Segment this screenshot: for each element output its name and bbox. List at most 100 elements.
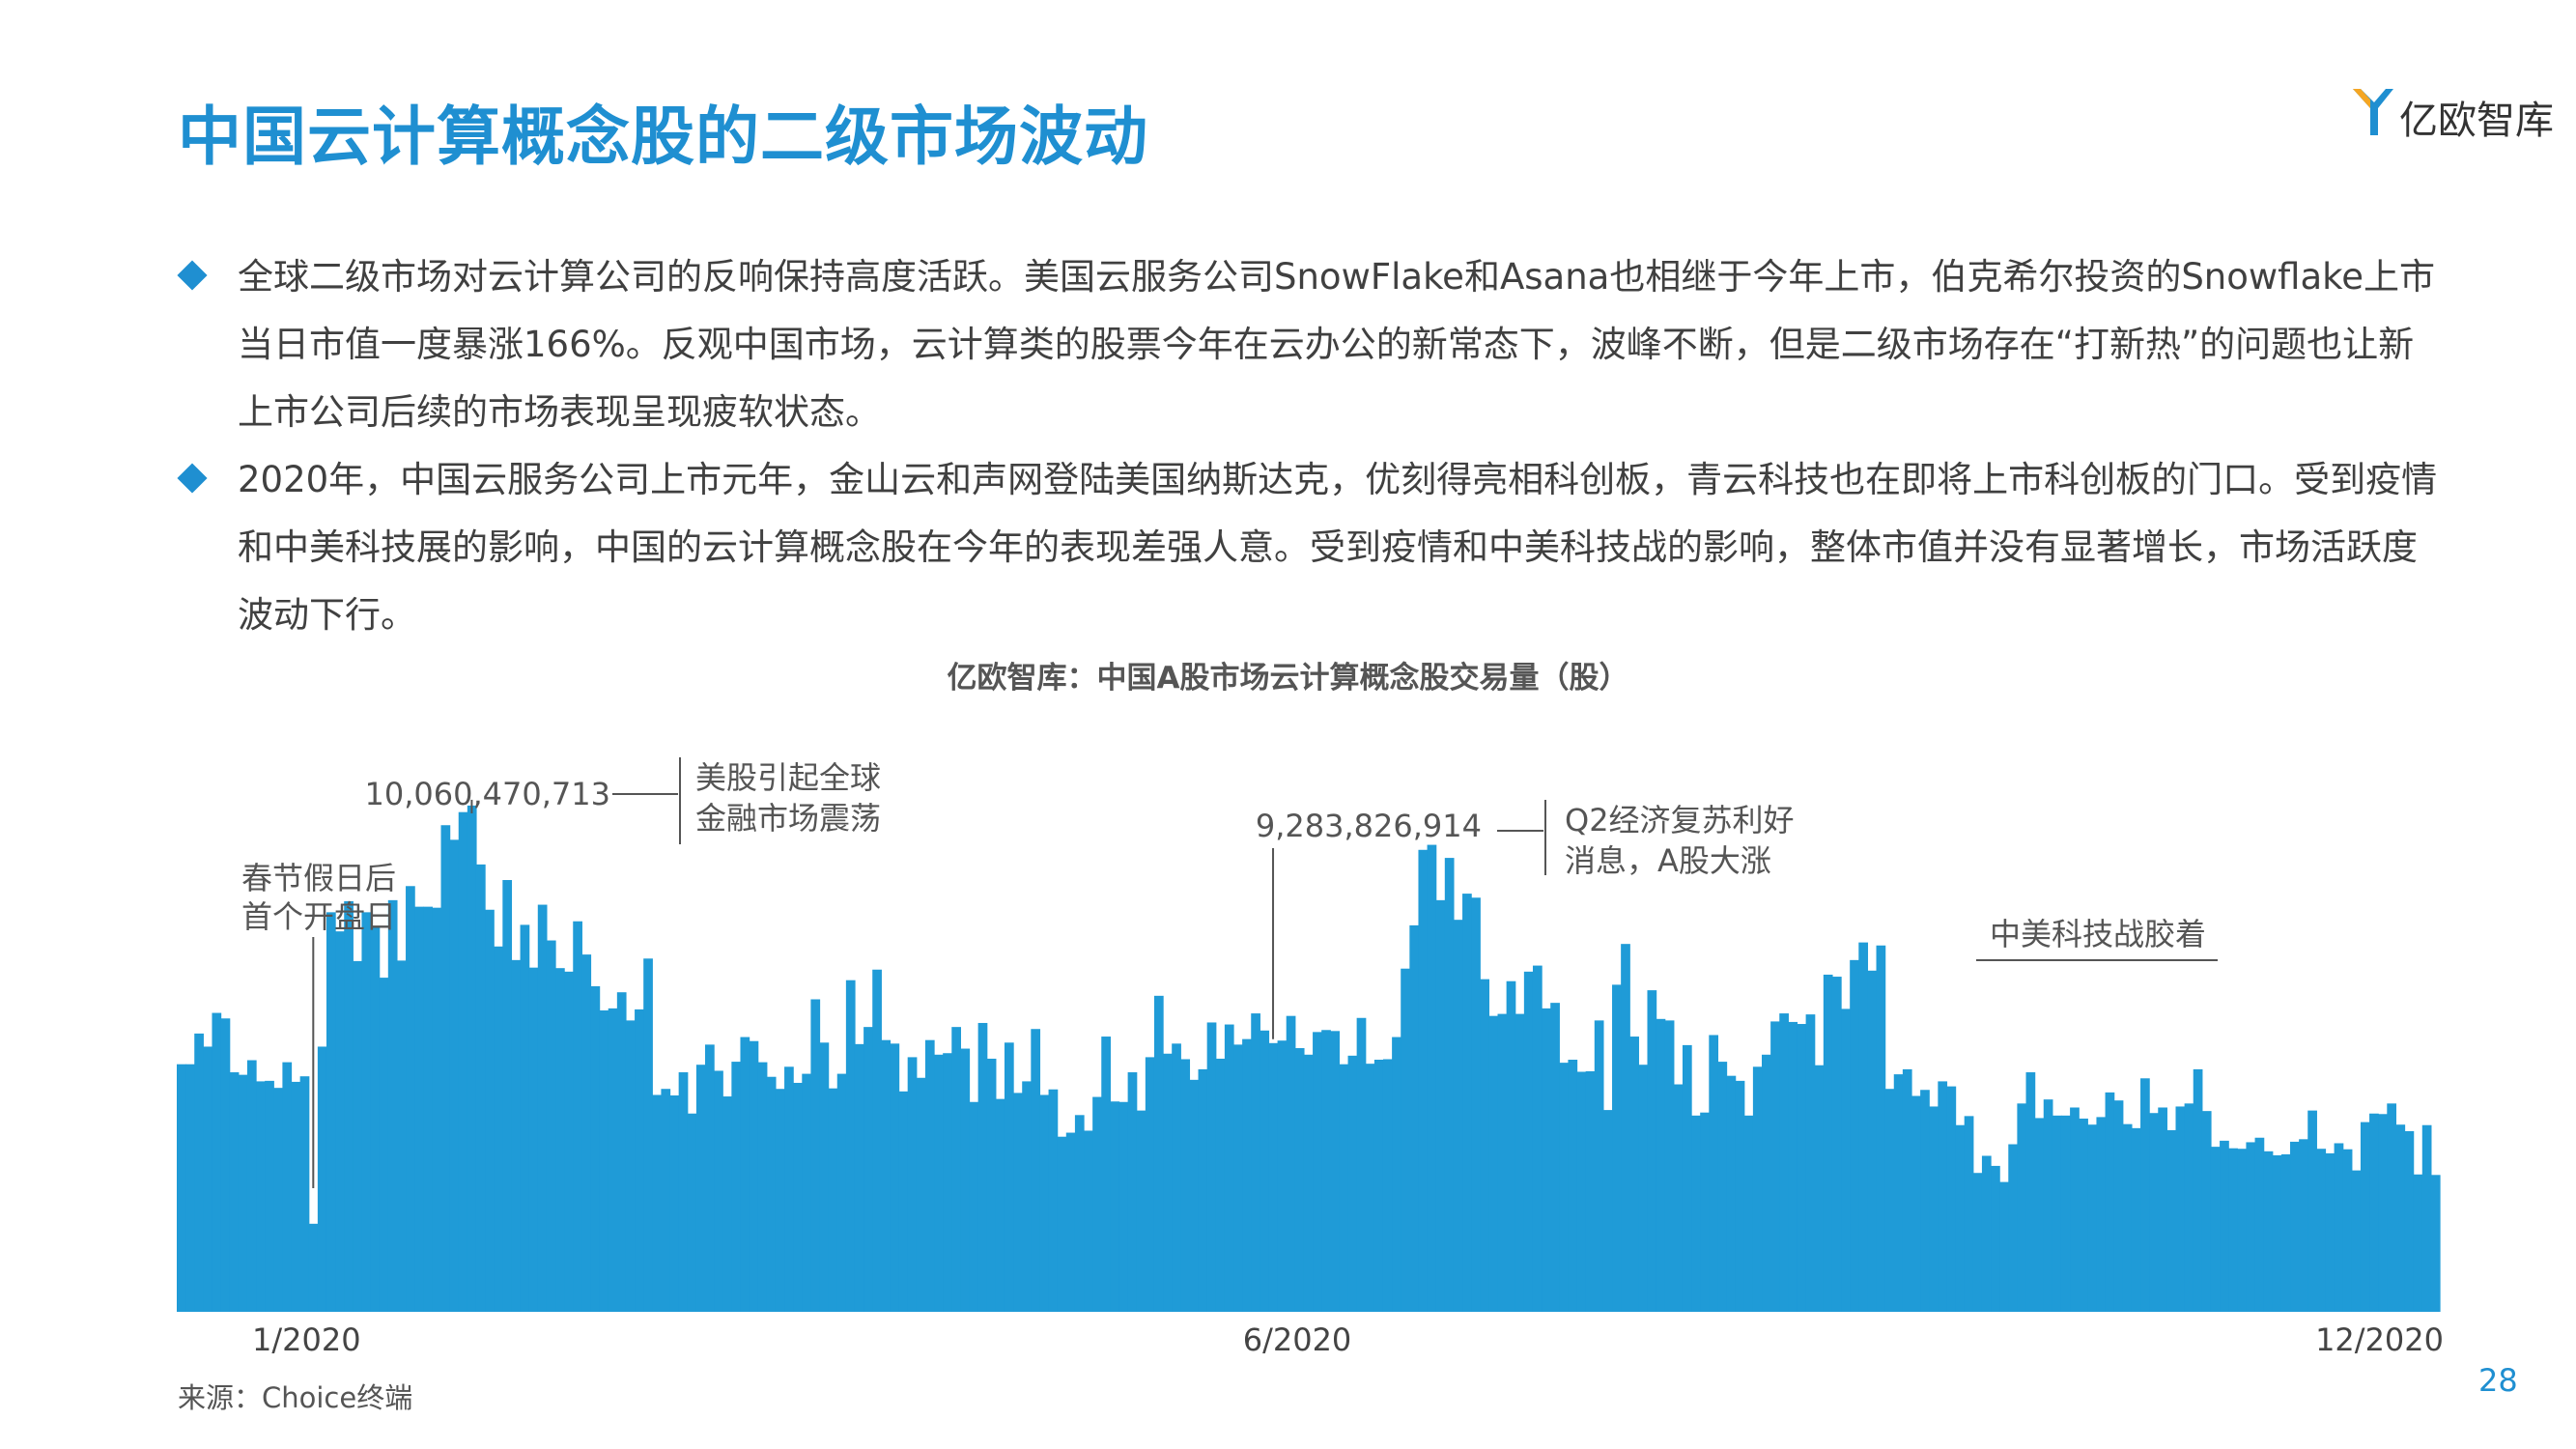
volume-bar — [1049, 1090, 1059, 1312]
volume-bar — [590, 986, 600, 1312]
volume-bar — [1999, 1182, 2009, 1312]
volume-bar — [1638, 1065, 1648, 1312]
volume-bar — [397, 960, 407, 1312]
volume-bar — [2343, 1150, 2353, 1312]
volume-bar — [2405, 1131, 2415, 1312]
volume-bar — [2194, 1069, 2203, 1312]
volume-bar — [2335, 1143, 2344, 1312]
volume-bar — [943, 1053, 952, 1312]
volume-bar — [863, 1027, 873, 1312]
volume-bar — [1454, 920, 1463, 1312]
volume-bar — [1929, 1106, 1939, 1312]
volume-bar — [344, 901, 354, 1312]
volume-bar — [600, 1010, 609, 1312]
volume-bar — [1278, 1040, 1288, 1312]
volume-bar — [1965, 1116, 1974, 1312]
volume-bar — [1013, 1093, 1023, 1312]
volume-bar — [776, 1089, 785, 1312]
volume-bar — [300, 1076, 310, 1312]
volume-bar — [1137, 1111, 1146, 1312]
volume-bar — [661, 1089, 670, 1312]
volume-bar — [547, 941, 556, 1312]
volume-bar — [1172, 1043, 1181, 1312]
volume-bar — [2176, 1106, 2186, 1312]
volume-bar — [441, 825, 451, 1312]
x-tick-label: 12/2020 — [2315, 1321, 2444, 1358]
volume-bar — [494, 947, 503, 1312]
volume-bar — [1313, 1032, 1322, 1312]
volume-bar — [1841, 1009, 1851, 1312]
volume-bar — [1418, 850, 1428, 1312]
volume-bar — [2307, 1111, 2317, 1312]
page-number: 28 — [2478, 1362, 2518, 1399]
volume-bar — [714, 1070, 723, 1312]
volume-bar — [1092, 1097, 1102, 1312]
volume-bar — [960, 1049, 970, 1312]
volume-bar — [2264, 1151, 2274, 1312]
volume-bar — [2290, 1142, 2300, 1312]
volume-bar — [1550, 1003, 1560, 1312]
volume-bar — [705, 1044, 715, 1312]
volume-bar — [485, 910, 495, 1312]
volume-bar — [1877, 946, 1886, 1312]
volume-bar — [1058, 1137, 1067, 1312]
volume-bar — [1330, 1031, 1340, 1312]
volume-bar — [890, 1043, 899, 1312]
volume-bar — [2044, 1099, 2053, 1312]
volume-bar — [635, 1009, 644, 1312]
volume-bar — [2035, 1118, 2045, 1312]
volume-bar — [1903, 1069, 1912, 1312]
volume-bar — [564, 972, 574, 1312]
volume-bar — [758, 1063, 768, 1312]
volume-bar — [2246, 1142, 2255, 1312]
annotation-text: 首个开盘日 — [241, 898, 396, 935]
volume-bar — [1850, 960, 1859, 1312]
volume-bar — [502, 880, 512, 1312]
volume-bar — [802, 1074, 811, 1312]
volume-bar — [1568, 1060, 1577, 1312]
annotation-text: Q2经济复苏利好 — [1565, 802, 1795, 838]
volume-bar — [609, 1009, 618, 1312]
volume-bar — [2352, 1171, 2362, 1312]
volume-bar — [318, 1046, 327, 1312]
volume-bar — [1366, 1064, 1375, 1312]
volume-bar — [1595, 1020, 1604, 1312]
volume-bar — [273, 1088, 283, 1312]
volume-bar — [2087, 1124, 2097, 1312]
volume-bar — [1647, 990, 1656, 1312]
volume-bar — [820, 1042, 830, 1312]
volume-bar — [371, 927, 381, 1312]
volume-bar — [1268, 1043, 1278, 1312]
volume-bar — [1480, 980, 1489, 1312]
volume-bar — [1409, 925, 1419, 1312]
volume-bar — [688, 1114, 697, 1312]
volume-bar — [1348, 1056, 1358, 1312]
volume-bar — [423, 907, 433, 1312]
volume-bar — [1956, 1125, 1966, 1312]
volume-bar — [925, 1040, 935, 1312]
volume-bar — [459, 812, 468, 1312]
volume-bar — [361, 912, 371, 1312]
volume-bar — [1982, 1156, 1992, 1313]
volume-bar — [1867, 971, 1877, 1312]
volume-bar — [1709, 1035, 1718, 1312]
volume-bar — [203, 1046, 212, 1312]
volume-bar — [696, 1065, 706, 1312]
volume-bar — [1920, 1090, 1930, 1312]
volume-bar — [2070, 1107, 2080, 1312]
volume-bar — [872, 970, 882, 1312]
volume-bar — [1207, 1022, 1217, 1312]
volume-bar — [1577, 1072, 1587, 1312]
volume-bar — [326, 912, 336, 1312]
volume-bar — [1824, 975, 1833, 1312]
volume-bar — [978, 1023, 988, 1312]
x-tick-label: 1/2020 — [252, 1321, 361, 1358]
volume-bar — [1498, 1014, 1508, 1312]
volume-bar — [2096, 1117, 2106, 1312]
volume-bar — [212, 1013, 221, 1312]
volume-bar — [1586, 1071, 1596, 1312]
volume-bar — [1163, 1054, 1173, 1312]
volume-bar — [1436, 900, 1446, 1312]
volume-bar — [2132, 1128, 2141, 1312]
volume-bar — [2017, 1103, 2026, 1312]
